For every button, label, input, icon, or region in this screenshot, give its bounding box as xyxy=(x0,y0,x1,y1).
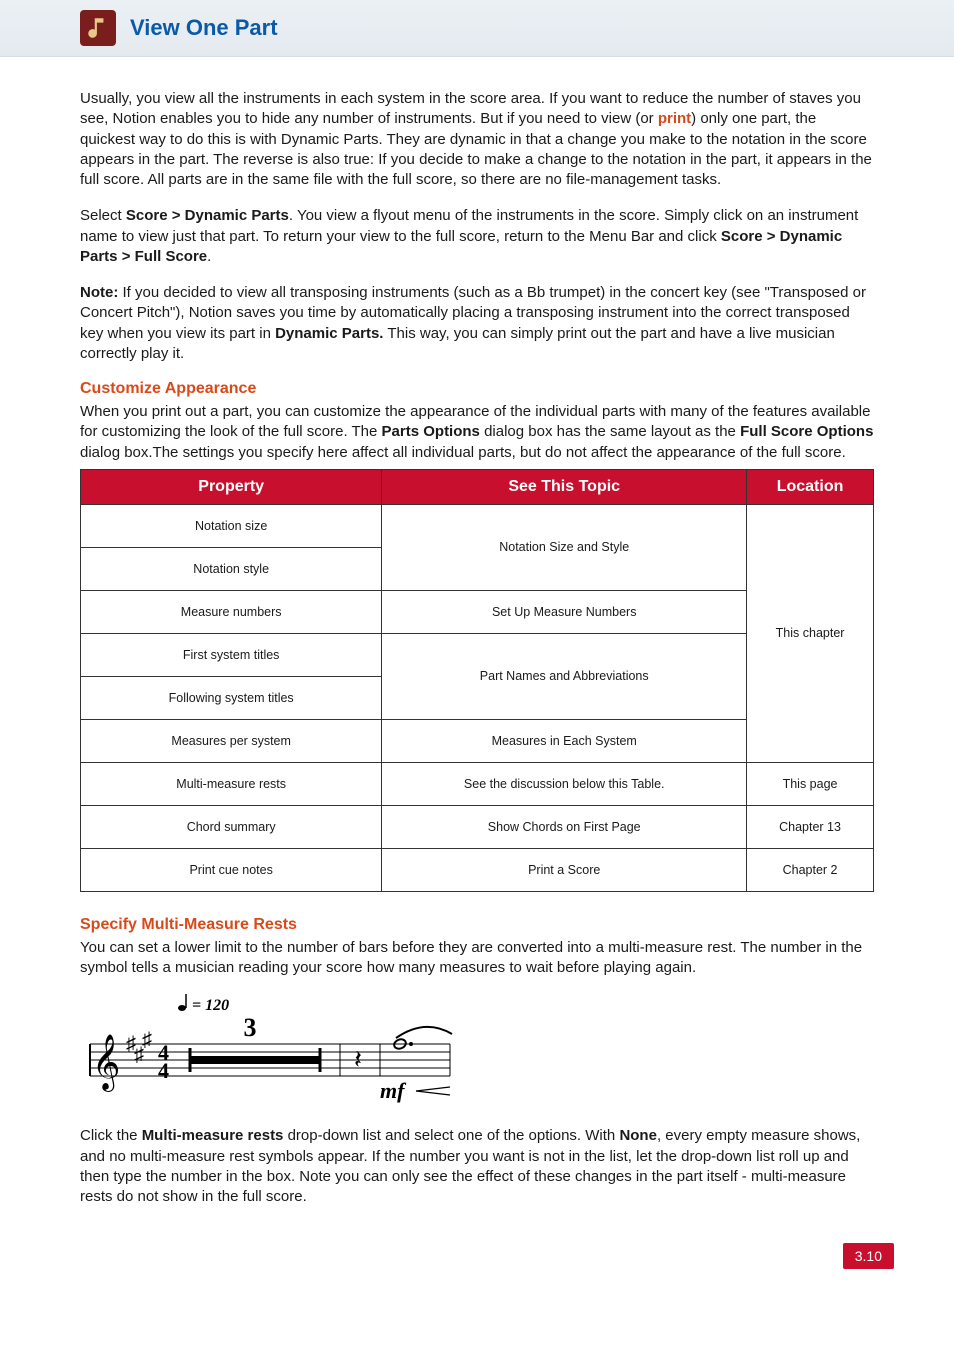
dotted-half-note xyxy=(393,1027,452,1050)
dialog-name: Full Score Options xyxy=(740,423,873,440)
cell-topic: Measures in Each System xyxy=(382,719,747,762)
text: drop-down list and select one of the opt… xyxy=(283,1127,619,1144)
section-heading-multi: Specify Multi-Measure Rests xyxy=(80,916,874,934)
option-value: None xyxy=(619,1127,657,1144)
page-footer: 3.10 xyxy=(0,1243,954,1299)
page-title: View One Part xyxy=(130,15,278,41)
table-row: Print cue notes Print a Score Chapter 2 xyxy=(81,848,874,891)
multi-rest-bar xyxy=(190,1056,320,1064)
cell-property: Measure numbers xyxy=(81,590,382,633)
multi-paragraph-1: You can set a lower limit to the number … xyxy=(80,938,874,979)
th-topic: See This Topic xyxy=(382,469,747,504)
page-content: Usually, you view all the instruments in… xyxy=(0,57,954,1243)
intro-paragraph-2: Select Score > Dynamic Parts. You view a… xyxy=(80,206,874,267)
header-bar: View One Part xyxy=(0,0,954,57)
table-row: Notation size Notation Size and Style Th… xyxy=(81,504,874,547)
cell-location: This chapter xyxy=(747,504,874,762)
th-property: Property xyxy=(81,469,382,504)
cell-property: Chord summary xyxy=(81,805,382,848)
cell-property: Notation size xyxy=(81,504,382,547)
cell-topic: Notation Size and Style xyxy=(382,504,747,590)
multi-paragraph-2: Click the Multi-measure rests drop-down … xyxy=(80,1126,874,1207)
cell-topic: Print a Score xyxy=(382,848,747,891)
section-heading-customize: Customize Appearance xyxy=(80,380,874,398)
cell-topic: See the discussion below this Table. xyxy=(382,762,747,805)
cell-property: Print cue notes xyxy=(81,848,382,891)
text: . xyxy=(207,248,211,265)
text: dialog box.The settings you specify here… xyxy=(80,444,846,461)
cell-property: First system titles xyxy=(81,633,382,676)
table-row: Chord summary Show Chords on First Page … xyxy=(81,805,874,848)
intro-paragraph-1: Usually, you view all the instruments in… xyxy=(80,89,874,190)
music-note-icon xyxy=(85,15,111,41)
page-number-badge: 3.10 xyxy=(843,1243,894,1269)
cell-property: Multi-measure rests xyxy=(81,762,382,805)
music-notation-example: = 120 𝄞 ♯♯♯ 4 4 xyxy=(80,994,874,1108)
tempo-value: = 120 xyxy=(192,997,229,1014)
cell-location: Chapter 2 xyxy=(747,848,874,891)
tie-icon xyxy=(396,1027,452,1038)
dialog-name: Parts Options xyxy=(382,423,480,440)
text: Select xyxy=(80,207,126,224)
cell-property: Following system titles xyxy=(81,676,382,719)
feature-name: Dynamic Parts. xyxy=(275,325,383,342)
quarter-rest-icon: 𝄽 xyxy=(354,1045,362,1074)
table-header-row: Property See This Topic Location xyxy=(81,469,874,504)
print-link[interactable]: print xyxy=(658,110,691,127)
cell-location: Chapter 13 xyxy=(747,805,874,848)
option-name: Multi-measure rests xyxy=(142,1127,284,1144)
app-icon xyxy=(80,10,116,46)
treble-clef-icon: 𝄞 xyxy=(92,1035,120,1092)
cell-topic: Set Up Measure Numbers xyxy=(382,590,747,633)
text: dialog box has the same layout as the xyxy=(480,423,740,440)
rest-count: 3 xyxy=(244,1013,257,1042)
tempo-mark: = 120 xyxy=(178,994,229,1014)
menu-path: Score > Dynamic Parts xyxy=(126,207,289,224)
time-sig-bot: 4 xyxy=(158,1058,169,1083)
note-paragraph: Note: If you decided to view all transpo… xyxy=(80,283,874,364)
staff-svg: = 120 𝄞 ♯♯♯ 4 4 xyxy=(80,994,460,1104)
svg-text:♯: ♯ xyxy=(142,1029,152,1051)
cell-property: Notation style xyxy=(81,547,382,590)
text: Click the xyxy=(80,1127,142,1144)
time-signature: 4 4 xyxy=(158,1040,169,1083)
cell-property: Measures per system xyxy=(81,719,382,762)
crescendo-icon xyxy=(416,1087,450,1095)
cell-topic: Part Names and Abbreviations xyxy=(382,633,747,719)
options-table: Property See This Topic Location Notatio… xyxy=(80,469,874,892)
table-row: Multi-measure rests See the discussion b… xyxy=(81,762,874,805)
note-label: Note: xyxy=(80,284,118,301)
cell-location: This page xyxy=(747,762,874,805)
th-location: Location xyxy=(747,469,874,504)
dynamic-mark: mf xyxy=(380,1078,407,1103)
customize-intro: When you print out a part, you can custo… xyxy=(80,402,874,463)
cell-topic: Show Chords on First Page xyxy=(382,805,747,848)
